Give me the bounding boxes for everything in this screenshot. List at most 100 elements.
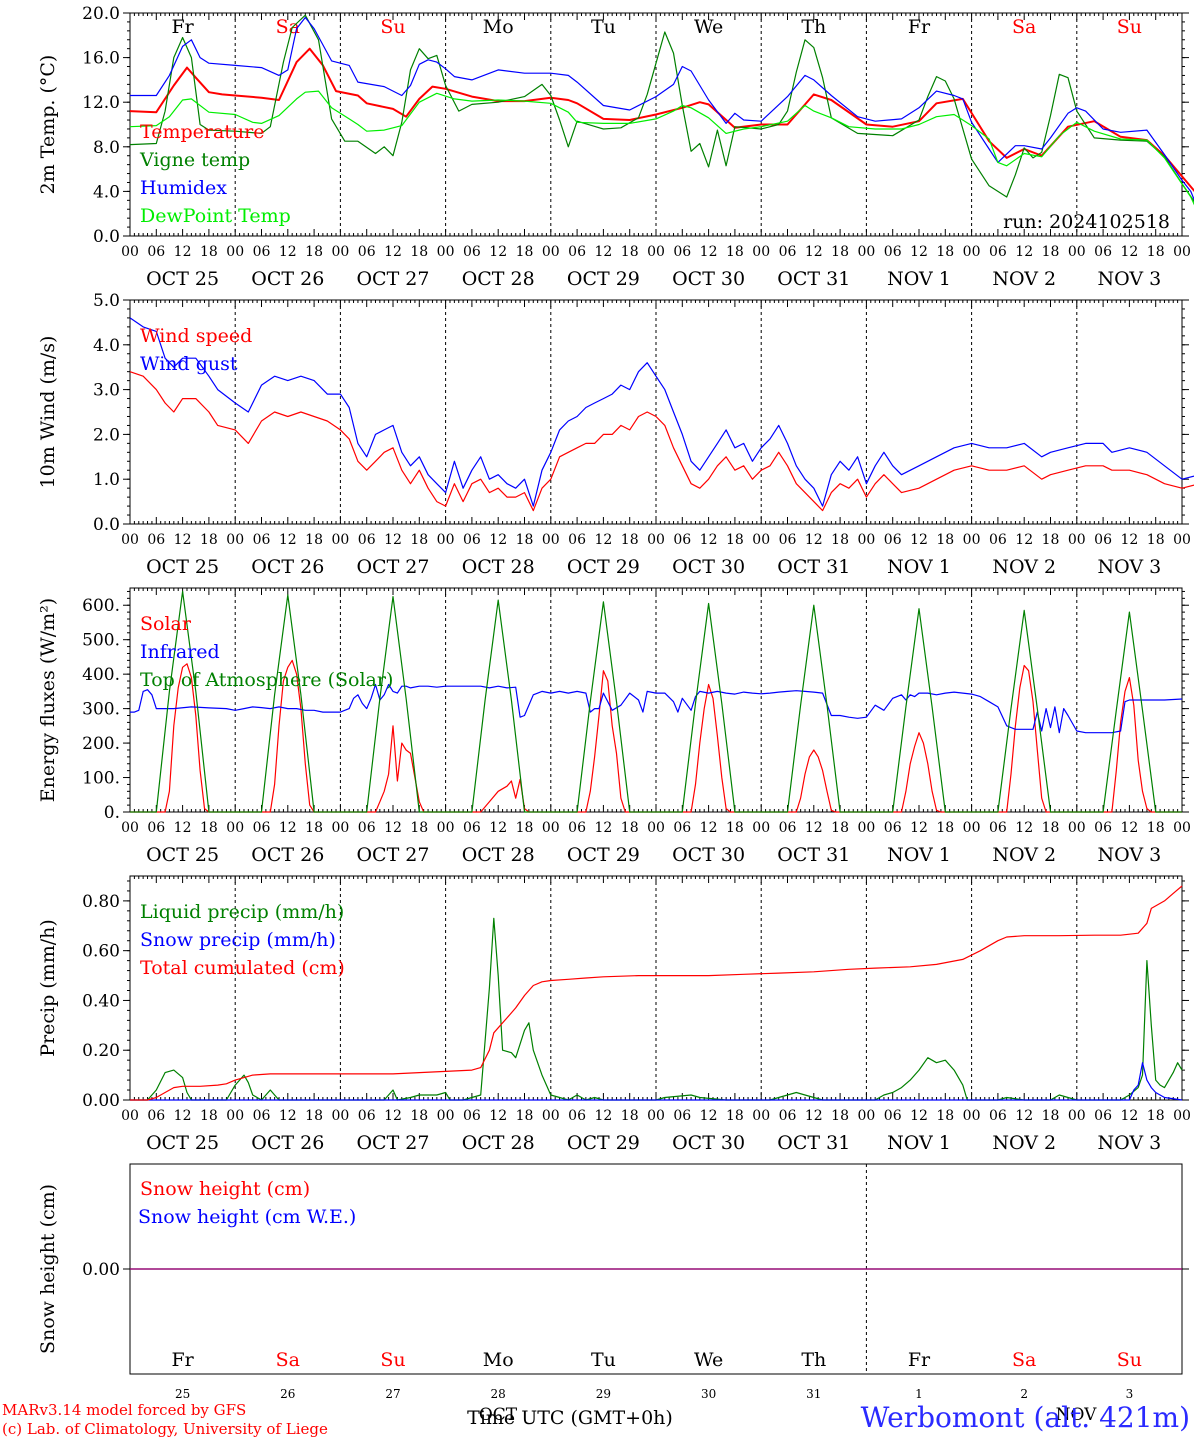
date-label: OCT 28: [462, 268, 535, 290]
y-tick-label: 600.: [82, 596, 120, 616]
hour-label: 06: [1094, 532, 1112, 548]
series-line-vigne-temp: [129, 14, 1194, 203]
hour-label: 00: [121, 532, 139, 548]
hour-label: 18: [831, 820, 849, 836]
hour-label: 12: [700, 820, 718, 836]
hour-label: 18: [516, 532, 534, 548]
hour-label: 00: [437, 244, 455, 260]
weekday-label: Su: [380, 16, 405, 38]
hour-label: 18: [200, 1108, 218, 1124]
hour-label: 18: [200, 532, 218, 548]
hour-label: 00: [752, 1108, 770, 1124]
y-tick-label: 0.20: [82, 1041, 120, 1061]
hour-label: 06: [884, 532, 902, 548]
weekday-label: Sa: [276, 1349, 300, 1371]
hour-label: 00: [1173, 1108, 1191, 1124]
y-tick-label: 8.0: [93, 138, 120, 158]
hour-label: 12: [384, 820, 402, 836]
y-axis-label: Snow height (cm): [37, 1184, 59, 1354]
date-label: NOV 3: [1098, 556, 1162, 578]
hour-label: 06: [673, 1108, 691, 1124]
weekday-label: We: [694, 16, 723, 38]
weekday-label: Sa: [276, 16, 300, 38]
hour-label: 12: [1120, 244, 1138, 260]
hour-label: 12: [174, 244, 192, 260]
hour-label: 00: [121, 1108, 139, 1124]
series-line-snow-precip-mm-h-: [130, 1062, 1183, 1101]
date-label: OCT 27: [356, 844, 429, 866]
hour-label: 12: [910, 820, 928, 836]
series-line-dewpoint-temp: [129, 90, 1194, 206]
y-tick-label: 5.0: [93, 291, 120, 311]
hour-label: 06: [673, 532, 691, 548]
footer: MARv3.14 model forced by GFS (c) Lab. of…: [2, 1401, 1190, 1438]
hour-label: 12: [1120, 1108, 1138, 1124]
hour-label: 00: [1173, 244, 1191, 260]
hour-label: 18: [726, 244, 744, 260]
y-axis-label: 2m Temp. (°C): [37, 55, 59, 195]
hour-label: 06: [147, 1108, 165, 1124]
legend-entry: Temperature: [140, 121, 264, 143]
legend-entry: Solar: [140, 613, 192, 635]
hour-label: 06: [884, 1108, 902, 1124]
hour-label: 06: [989, 532, 1007, 548]
hour-label: 06: [779, 1108, 797, 1124]
hour-label: 18: [1042, 532, 1060, 548]
hour-label: 06: [884, 820, 902, 836]
hour-label: 00: [331, 1108, 349, 1124]
date-label: OCT 26: [251, 844, 324, 866]
hour-label: 00: [752, 532, 770, 548]
hour-label: 06: [358, 1108, 376, 1124]
hour-label: 12: [279, 820, 297, 836]
hour-label: 00: [226, 532, 244, 548]
weekday-label: Tu: [591, 1349, 616, 1371]
hour-label: 06: [463, 820, 481, 836]
hour-label: 18: [200, 244, 218, 260]
hour-label: 00: [226, 244, 244, 260]
hour-label: 18: [516, 244, 534, 260]
hour-label: 00: [752, 820, 770, 836]
legend-entry: Vigne temp: [139, 149, 250, 171]
day-number-label: 27: [385, 1387, 400, 1401]
hour-label: 18: [516, 820, 534, 836]
day-number-label: 31: [806, 1387, 821, 1401]
hour-label: 18: [410, 820, 428, 836]
date-label: OCT 29: [567, 844, 640, 866]
time-axis-month-oct: OCT: [479, 1405, 518, 1425]
hour-label: 06: [463, 532, 481, 548]
hour-label: 18: [936, 244, 954, 260]
y-axis-label: Precip (mm/h): [37, 919, 59, 1057]
date-label: OCT 29: [567, 1132, 640, 1154]
hour-label: 18: [1147, 1108, 1165, 1124]
hour-label: 00: [331, 820, 349, 836]
date-label: OCT 26: [251, 1132, 324, 1154]
hour-label: 00: [226, 1108, 244, 1124]
hour-label: 18: [726, 1108, 744, 1124]
hour-label: 12: [1015, 820, 1033, 836]
y-tick-label: 4.0: [93, 182, 120, 202]
hour-label: 18: [621, 820, 639, 836]
date-label: OCT 30: [672, 1132, 745, 1154]
legend-entry: Total cumulated (cm): [140, 957, 345, 979]
hour-label: 12: [594, 532, 612, 548]
hour-label: 06: [673, 244, 691, 260]
hour-label: 18: [621, 244, 639, 260]
hour-label: 00: [331, 244, 349, 260]
hour-label: 18: [831, 244, 849, 260]
legend-entry: Wind gust: [140, 353, 238, 375]
day-number-label: 2: [1020, 1387, 1028, 1401]
hour-label: 18: [200, 820, 218, 836]
hour-label: 12: [279, 244, 297, 260]
y-tick-label: 200.: [82, 734, 120, 754]
hour-label: 00: [1173, 532, 1191, 548]
hour-label: 06: [779, 532, 797, 548]
date-label: OCT 30: [672, 556, 745, 578]
hour-label: 06: [884, 244, 902, 260]
date-label: NOV 1: [887, 556, 951, 578]
hour-label: 18: [726, 532, 744, 548]
series-line-top-of-atmosphere-solar-: [130, 590, 1182, 813]
date-label: OCT 27: [356, 556, 429, 578]
hour-label: 06: [253, 244, 271, 260]
